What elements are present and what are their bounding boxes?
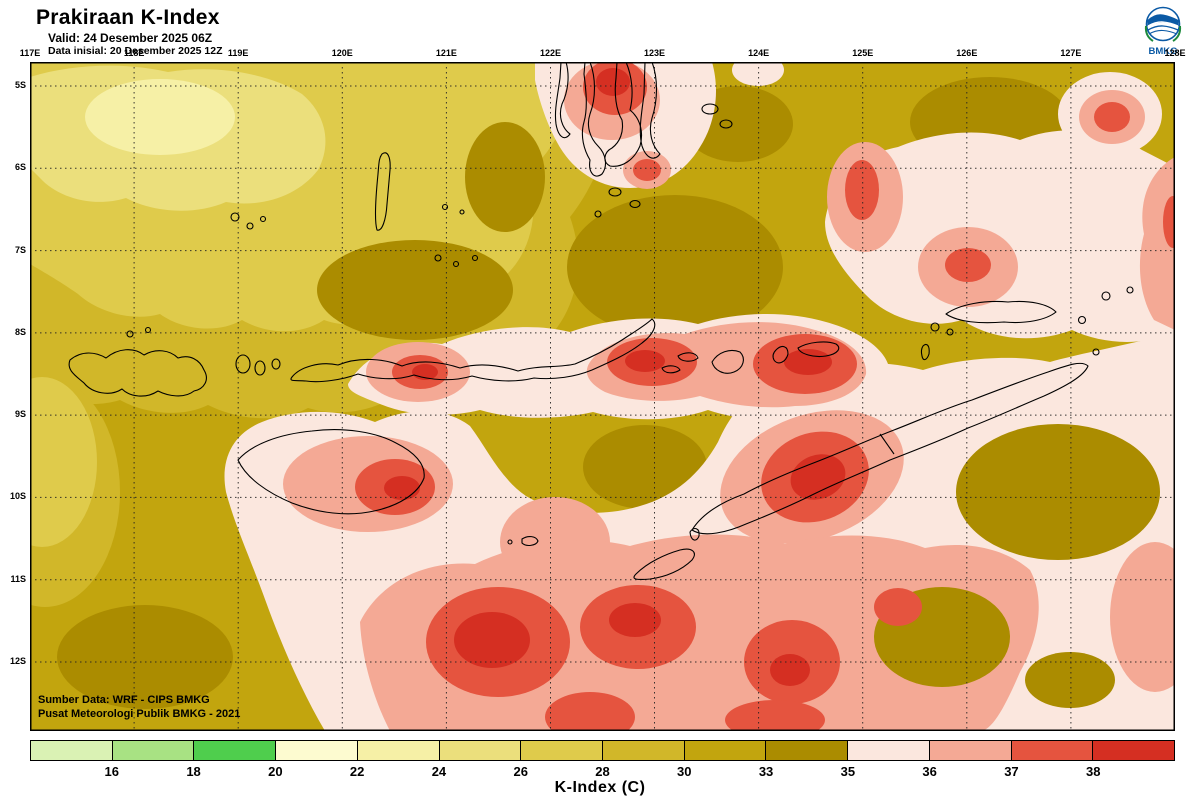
legend-tick-35: 35 (840, 764, 856, 779)
lon-label-118E: 118E (123, 48, 145, 58)
source-data-line: Sumber Data: WRF - CIPS BMKG (38, 694, 210, 706)
legend-tick-16: 16 (104, 764, 120, 779)
lat-label-6S: 6S (14, 162, 26, 173)
legend-tick-36: 36 (922, 764, 937, 779)
legend-swatch-12 (1010, 741, 1093, 760)
publisher-line: Pusat Meteorologi Publik BMKG - 2021 (38, 708, 241, 720)
lon-label-123E: 123E (644, 48, 666, 58)
lat-label-12S: 12S (9, 655, 26, 666)
lat-label-8S: 8S (14, 326, 26, 337)
legend-swatch-5 (438, 741, 521, 760)
legend-swatch-8 (683, 741, 766, 760)
legend-tick-24: 24 (431, 764, 447, 779)
legend-tick-33: 33 (758, 764, 774, 779)
legend-swatch-10 (847, 741, 929, 760)
legend-swatch-9 (765, 741, 848, 760)
lon-label-121E: 121E (435, 48, 457, 58)
coastlines (68, 61, 1134, 581)
legend-tick-18: 18 (186, 764, 201, 779)
legend-swatch-2 (193, 741, 276, 760)
legend-colorbar (30, 740, 1175, 761)
lon-label-126E: 126E (956, 48, 978, 58)
lon-label-124E: 124E (748, 48, 770, 58)
lon-label-127E: 127E (1060, 48, 1082, 58)
legend-tick-38: 38 (1085, 764, 1101, 779)
lat-label-11S: 11S (10, 573, 26, 584)
legend-tick-20: 20 (268, 764, 283, 779)
lon-label-119E: 119E (227, 48, 249, 58)
bmkg-logo-text: BMKG (1148, 46, 1177, 57)
kindex-map-canvas (0, 54, 1200, 742)
lon-label-128E: 128E (1164, 48, 1186, 58)
map-panel (0, 54, 1200, 742)
lon-label-125E: 125E (852, 48, 874, 58)
legend-tick-22: 22 (349, 764, 365, 779)
graticule (30, 62, 1175, 731)
legend-swatch-13 (1092, 741, 1175, 760)
legend-tick-37: 37 (1004, 764, 1019, 779)
lon-label-120E: 120E (331, 48, 353, 58)
legend-swatch-11 (928, 741, 1011, 760)
bmkg-logo-icon: BMKG (1144, 6, 1182, 57)
legend-swatch-4 (356, 741, 439, 760)
lat-label-5S: 5S (14, 80, 26, 90)
valid-time-label: Valid: 24 Desember 2025 06Z (48, 31, 213, 45)
legend-swatch-3 (275, 741, 357, 760)
lon-label-122E: 122E (539, 48, 561, 58)
bmkg-logo: BMKG (1138, 4, 1188, 65)
lat-label-9S: 9S (14, 409, 26, 420)
legend-tick-30: 30 (677, 764, 692, 779)
lat-label-10S: 10S (9, 491, 26, 502)
legend-swatch-7 (602, 741, 684, 760)
legend-tick-28: 28 (595, 764, 610, 779)
init-time-label: Data inisial: 20 Desember 2025 12Z (48, 45, 223, 57)
lat-label-7S: 7S (14, 244, 26, 255)
legend-tick-26: 26 (513, 764, 528, 779)
legend-title: K-Index (C) (554, 779, 646, 796)
legend-swatch-1 (111, 741, 194, 760)
lon-label-117E: 117E (19, 48, 41, 58)
page-title: Prakiraan K-Index (36, 6, 220, 29)
legend-swatch-6 (520, 741, 603, 760)
legend-swatch-0 (31, 741, 112, 760)
